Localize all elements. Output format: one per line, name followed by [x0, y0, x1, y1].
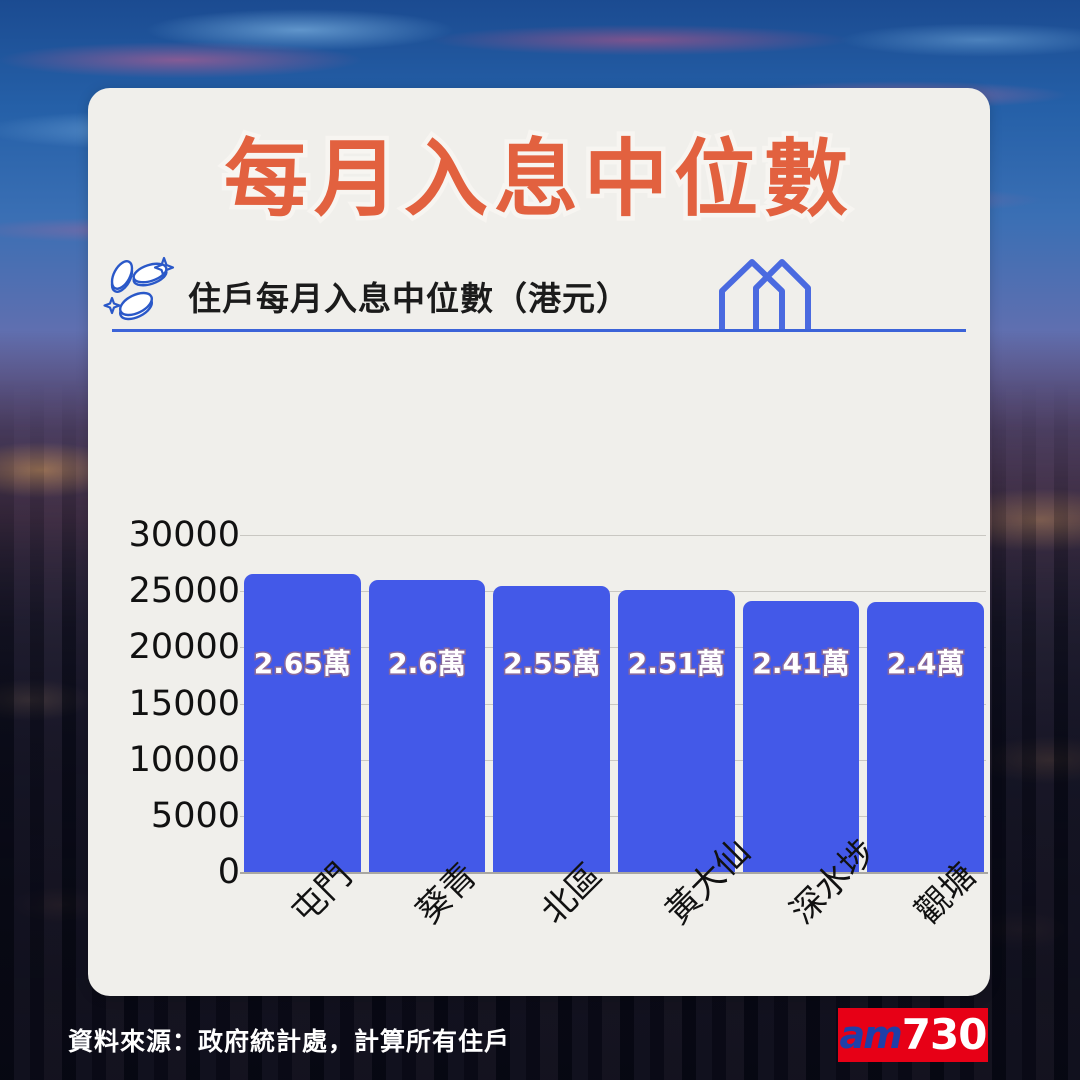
subtitle-rule [112, 329, 966, 332]
y-axis-tick: 0 [217, 852, 240, 892]
subtitle-row: 住戶每月入息中位數（港元） [88, 250, 990, 336]
bar-value-label: 2.6萬 [387, 645, 468, 681]
gridline [240, 703, 986, 705]
bar[interactable]: 2.6萬 [368, 579, 486, 872]
logo-am-text: am [839, 1013, 903, 1057]
x-axis-line [240, 872, 988, 874]
bar-value-label: 2.41萬 [751, 645, 851, 681]
bar-value-label: 2.51萬 [626, 645, 726, 681]
y-axis-tick: 15000 [128, 683, 240, 724]
page-title: 每月入息中位數 [219, 126, 854, 233]
gridline [240, 815, 986, 817]
infographic-card: 每月入息中位數 住戶每月入息中位數（港元） [88, 88, 990, 996]
gridline [240, 759, 986, 761]
gridline [240, 591, 986, 593]
gridline [240, 535, 986, 536]
source-note: 資料來源：政府統計處，計算所有住戶 [68, 1027, 511, 1056]
y-axis-tick: 5000 [150, 795, 240, 836]
bar[interactable]: 2.55萬 [493, 585, 610, 872]
bar-chart: 0 5000 10000 15000 20000 25000 30000 2.65萬 2.6萬… [88, 388, 990, 988]
bar-value-label: 2.55萬 [502, 645, 602, 681]
bar[interactable]: 2.51萬 [618, 590, 735, 872]
y-axis-tick: 10000 [128, 739, 240, 780]
y-axis-tick: 25000 [128, 571, 240, 612]
am730-logo: am 730 [838, 1008, 988, 1062]
bar[interactable]: 2.41萬 [742, 601, 860, 872]
gridline [240, 647, 986, 649]
bar[interactable]: 2.65萬 [244, 574, 361, 872]
logo-730-text: 730 [901, 1010, 988, 1059]
house-icon [716, 252, 826, 337]
coins-icon [100, 248, 184, 337]
y-axis-tick: 20000 [128, 627, 240, 668]
subtitle-text: 住戶每月入息中位數（港元） [188, 279, 630, 318]
bar-value-label: 2.65萬 [252, 645, 352, 681]
bar[interactable]: 2.4萬 [867, 602, 984, 872]
y-axis-tick: 30000 [128, 515, 240, 555]
bar-value-label: 2.4萬 [885, 645, 966, 681]
